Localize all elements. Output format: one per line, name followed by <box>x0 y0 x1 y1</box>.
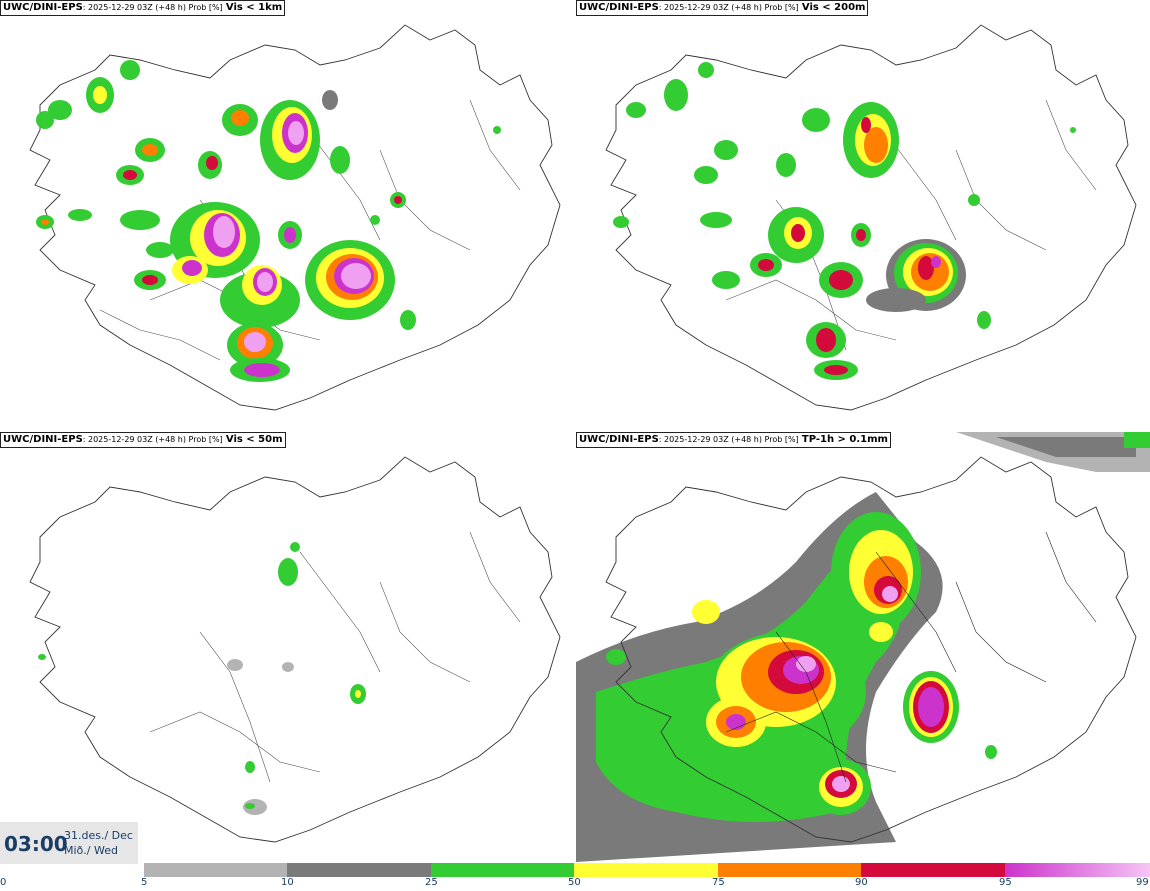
colorbar-tick: 50 <box>568 877 581 888</box>
colorbar: 0 5 10 25 50 75 90 95 99 <box>0 862 1150 891</box>
map-panel-vis-200m: UWC/DINI-EPS: 2025-12-29 03Z (+48 h) Pro… <box>576 0 1150 430</box>
colorbar-tick: 99 <box>1136 877 1149 888</box>
colorbar-seg-25-50 <box>431 863 574 877</box>
map-panel-vis-50m: UWC/DINI-EPS: 2025-12-29 03Z (+48 h) Pro… <box>0 432 574 862</box>
colorbar-tick: 0 <box>0 877 7 888</box>
panel-title: UWC/DINI-EPS: 2025-12-29 03Z (+48 h) Pro… <box>0 0 286 16</box>
colorbar-tick: 25 <box>425 877 438 888</box>
iceland-outline <box>29 24 561 411</box>
iceland-outline <box>29 456 561 843</box>
map-panel-tp-1h: UWC/DINI-EPS: 2025-12-29 03Z (+48 h) Pro… <box>576 432 1150 862</box>
colorbar-seg-90-95 <box>861 863 1005 877</box>
panel-title: UWC/DINI-EPS: 2025-12-29 03Z (+48 h) Pro… <box>576 0 869 16</box>
map-vis-200m <box>605 24 1137 411</box>
panel-title: UWC/DINI-EPS: 2025-12-29 03Z (+48 h) Pro… <box>0 432 286 448</box>
map-vis-1km <box>29 24 561 411</box>
valid-date: 31.des./ Dec Mið./ Wed <box>64 828 133 858</box>
colorbar-tick: 10 <box>281 877 294 888</box>
map-tp-1h <box>576 432 1150 862</box>
colorbar-seg-10-25 <box>287 863 431 877</box>
colorbar-tick: 5 <box>141 877 148 888</box>
valid-time: 03:00 <box>4 832 68 856</box>
valid-date-line2: Mið./ Wed <box>64 844 118 857</box>
valid-time-box: 03:00 31.des./ Dec Mið./ Wed <box>0 822 138 864</box>
inland-lines <box>725 531 1097 783</box>
prob-field-vis-200m <box>613 62 1076 380</box>
panel-title: UWC/DINI-EPS: 2025-12-29 03Z (+48 h) Pro… <box>576 432 891 448</box>
inland-lines <box>149 531 521 783</box>
colorbar-tick: 75 <box>712 877 725 888</box>
map-panel-vis-1km: UWC/DINI-EPS: 2025-12-29 03Z (+48 h) Pro… <box>0 0 574 430</box>
prob-field-vis-50m <box>38 542 366 815</box>
colorbar-seg-50-75 <box>574 863 718 877</box>
colorbar-seg-5-10 <box>144 863 287 877</box>
iceland-outline <box>605 24 1137 411</box>
iceland-outline <box>605 456 1137 843</box>
colorbar-tick: 95 <box>999 877 1012 888</box>
inland-lines <box>725 99 1097 351</box>
colorbar-seg-75-90 <box>718 863 861 877</box>
valid-date-line1: 31.des./ Dec <box>64 829 133 842</box>
prob-field-vis-1km <box>36 60 501 382</box>
map-vis-50m <box>29 456 561 843</box>
colorbar-seg-95-99 <box>1005 863 1150 877</box>
colorbar-tick: 90 <box>855 877 868 888</box>
